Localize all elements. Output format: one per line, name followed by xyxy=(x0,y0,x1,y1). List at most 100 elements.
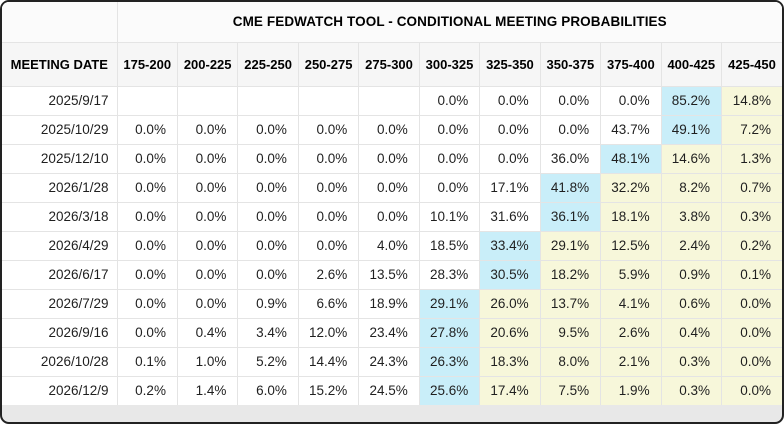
prob-cell: 0.0% xyxy=(358,143,420,174)
table-row: 2025/12/10 0.0% 0.0% 0.0% 0.0% 0.0% 0.0% 0.0% 36… xyxy=(2,143,782,174)
prob-cell: 3.8% xyxy=(660,201,723,232)
prob-cell: 0.0% xyxy=(116,230,178,261)
prob-cell: 0.0% xyxy=(479,114,541,145)
prob-cell: 0.0% xyxy=(176,143,239,174)
prob-cell: 0.0% xyxy=(479,143,541,174)
meeting-date-cell: 2026/1/28 xyxy=(2,172,118,203)
prob-cell xyxy=(358,85,420,116)
rate-range-header: 400-425 xyxy=(660,41,723,87)
prob-cell: 0.0% xyxy=(358,114,420,145)
prob-cell: 0.3% xyxy=(660,346,723,377)
prob-cell: 0.0% xyxy=(116,317,178,348)
meeting-date-cell: 2026/9/16 xyxy=(2,317,118,348)
probability-table: CME FEDWATCH TOOL - CONDITIONAL MEETING … xyxy=(2,2,782,406)
table-row: 2026/9/16 0.0% 0.4% 3.4% 12.0% 23.4% 27.8% 20.6… xyxy=(2,317,782,348)
rate-range-header: 275-300 xyxy=(358,41,420,87)
prob-cell: 36.1% xyxy=(539,201,602,232)
prob-cell: 18.3% xyxy=(479,346,541,377)
prob-cell: 8.2% xyxy=(660,172,723,203)
meeting-date-cell: 2026/6/17 xyxy=(2,259,118,290)
prob-cell: 0.0% xyxy=(418,114,481,145)
prob-cell: 5.2% xyxy=(237,346,299,377)
prob-cell: 6.6% xyxy=(297,288,360,319)
prob-cell: 25.6% xyxy=(418,375,481,406)
prob-cell: 24.5% xyxy=(358,375,420,406)
prob-cell: 0.2% xyxy=(116,375,178,406)
prob-cell: 2.6% xyxy=(600,317,662,348)
prob-cell: 0.3% xyxy=(721,201,782,232)
prob-cell: 3.4% xyxy=(237,317,299,348)
meeting-date-cell: 2026/7/29 xyxy=(2,288,118,319)
prob-cell: 26.0% xyxy=(479,288,541,319)
rate-range-header: 425-450 xyxy=(721,41,782,87)
prob-cell: 30.5% xyxy=(479,259,541,290)
prob-cell: 0.9% xyxy=(660,259,723,290)
title-corner-cell xyxy=(2,2,118,43)
prob-cell: 0.0% xyxy=(297,172,360,203)
rate-range-header: 300-325 xyxy=(418,41,481,87)
prob-cell: 1.9% xyxy=(600,375,662,406)
meeting-date-header: MEETING DATE xyxy=(2,41,118,87)
prob-cell: 0.0% xyxy=(418,172,481,203)
prob-cell: 48.1% xyxy=(600,143,662,174)
prob-cell: 0.0% xyxy=(297,114,360,145)
meeting-date-cell: 2026/10/28 xyxy=(2,346,118,377)
prob-cell: 0.4% xyxy=(176,317,239,348)
prob-cell: 0.0% xyxy=(116,172,178,203)
table-row: 2026/7/29 0.0% 0.0% 0.9% 6.6% 18.9% 29.1% 26.0%… xyxy=(2,288,782,319)
prob-cell: 0.0% xyxy=(237,114,299,145)
rate-range-header: 325-350 xyxy=(479,41,541,87)
prob-cell: 14.4% xyxy=(297,346,360,377)
prob-cell: 14.6% xyxy=(660,143,723,174)
prob-cell: 0.0% xyxy=(418,143,481,174)
prob-cell: 0.0% xyxy=(237,230,299,261)
prob-cell: 0.0% xyxy=(116,143,178,174)
prob-cell: 0.0% xyxy=(721,375,782,406)
prob-cell: 0.0% xyxy=(116,201,178,232)
prob-cell: 0.1% xyxy=(116,346,178,377)
prob-cell: 18.2% xyxy=(539,259,602,290)
prob-cell: 0.0% xyxy=(539,85,602,116)
prob-cell: 2.6% xyxy=(297,259,360,290)
prob-cell: 1.0% xyxy=(176,346,239,377)
prob-cell: 0.6% xyxy=(660,288,723,319)
prob-cell: 18.9% xyxy=(358,288,420,319)
prob-cell: 24.3% xyxy=(358,346,420,377)
prob-cell: 4.1% xyxy=(600,288,662,319)
prob-cell: 2.1% xyxy=(600,346,662,377)
meeting-date-cell: 2026/3/18 xyxy=(2,201,118,232)
prob-cell: 0.0% xyxy=(176,114,239,145)
prob-cell: 10.1% xyxy=(418,201,481,232)
prob-cell: 29.1% xyxy=(539,230,602,261)
prob-cell: 32.2% xyxy=(600,172,662,203)
prob-cell: 0.0% xyxy=(237,143,299,174)
rate-range-header: 375-400 xyxy=(600,41,662,87)
table-row: 2026/10/28 0.1% 1.0% 5.2% 14.4% 24.3% 26.3% 18.… xyxy=(2,346,782,377)
prob-cell xyxy=(116,85,178,116)
prob-cell: 18.5% xyxy=(418,230,481,261)
prob-cell: 0.0% xyxy=(176,172,239,203)
prob-cell: 49.1% xyxy=(660,114,723,145)
prob-cell: 27.8% xyxy=(418,317,481,348)
rate-range-header: 350-375 xyxy=(539,41,602,87)
prob-cell: 0.0% xyxy=(237,172,299,203)
prob-cell: 0.0% xyxy=(721,288,782,319)
prob-cell: 0.0% xyxy=(358,201,420,232)
prob-cell: 43.7% xyxy=(600,114,662,145)
table-row: 2026/3/18 0.0% 0.0% 0.0% 0.0% 0.0% 10.1% 31.6% 3… xyxy=(2,201,782,232)
prob-cell: 17.4% xyxy=(479,375,541,406)
prob-cell: 29.1% xyxy=(418,288,481,319)
table-row: 2025/9/17 0.0% 0.0% 0.0% 0.0% 85.2% 14.8% xyxy=(2,85,782,116)
prob-cell: 0.0% xyxy=(176,288,239,319)
prob-cell: 0.0% xyxy=(116,114,178,145)
prob-cell: 0.0% xyxy=(297,201,360,232)
prob-cell: 23.4% xyxy=(358,317,420,348)
prob-cell: 28.3% xyxy=(418,259,481,290)
prob-cell: 9.5% xyxy=(539,317,602,348)
meeting-date-cell: 2026/4/29 xyxy=(2,230,118,261)
prob-cell: 2.4% xyxy=(660,230,723,261)
header-row: MEETING DATE 175-200 200-225 225-250 250-27… xyxy=(2,41,782,87)
prob-cell: 13.5% xyxy=(358,259,420,290)
meeting-date-cell: 2025/12/10 xyxy=(2,143,118,174)
